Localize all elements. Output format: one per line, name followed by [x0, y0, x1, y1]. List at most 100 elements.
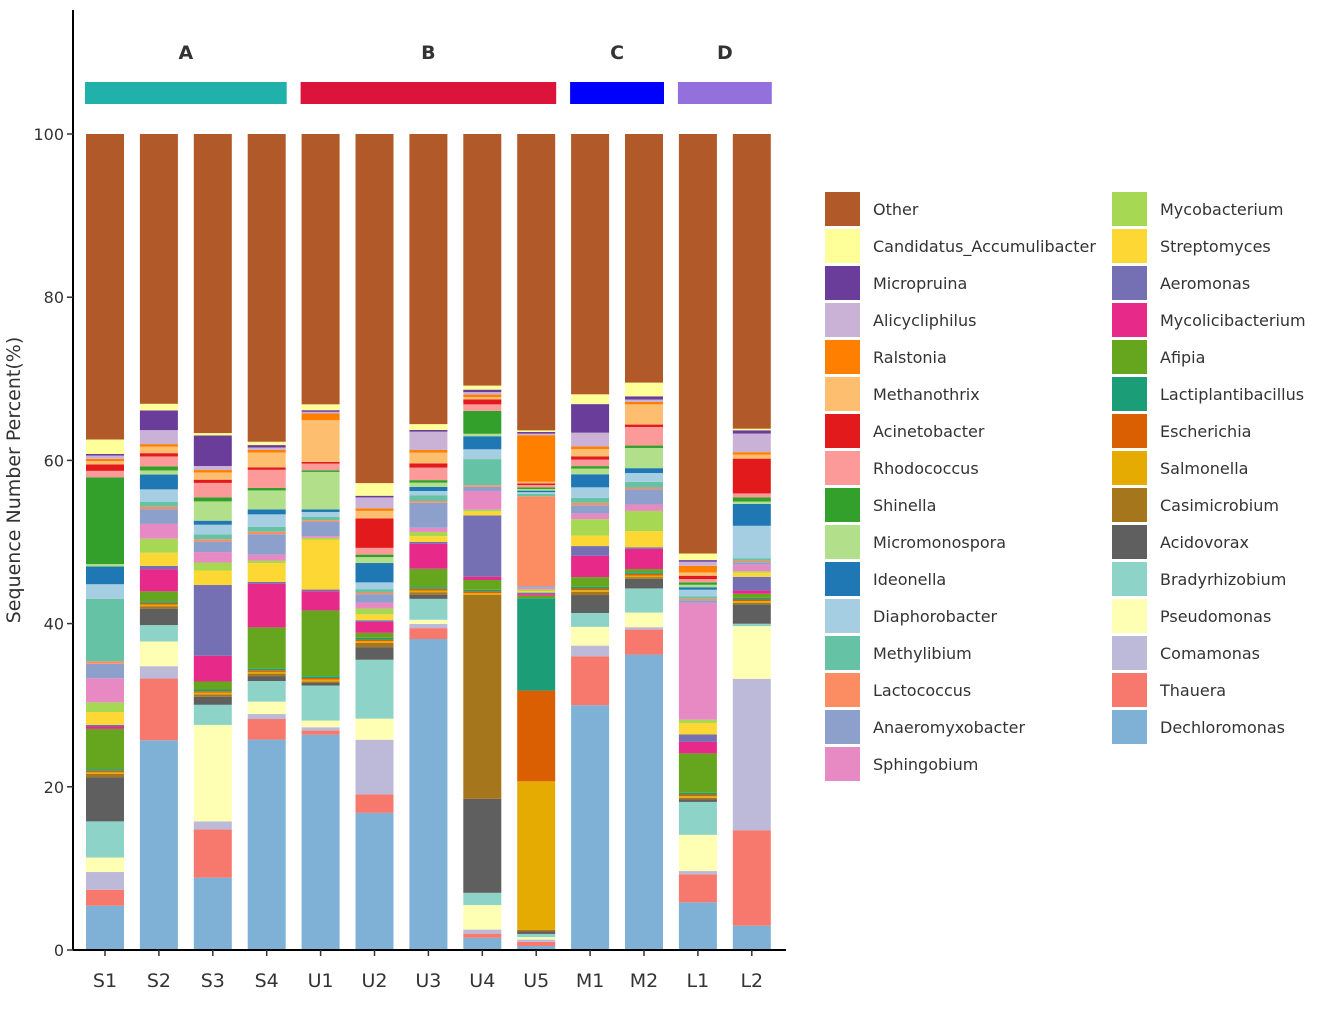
bar-segment-U5-rhodococcus [517, 484, 556, 488]
bar-segment-U3-pseudomonas [409, 619, 448, 624]
bar-segment-S2-afipia [139, 591, 178, 602]
bar-segment-S4-dechloromonas [247, 739, 286, 950]
bar-segment-L1-micromonospora [678, 584, 717, 588]
bar-segment-U4-casimicrobium [463, 594, 502, 799]
x-tick-label-U5: U5 [523, 970, 549, 992]
bar-segment-M1-alicycliphilus [571, 432, 610, 447]
bar-segment-M2-shinella [625, 445, 663, 448]
bar-segment-U3-diaphorobacter [409, 491, 448, 496]
x-tick-label-S1: S1 [93, 970, 117, 992]
bar-segment-U5-thauera [517, 941, 556, 946]
legend-item-alicycliphilus: Alicycliphilus [825, 303, 976, 337]
bar-segment-S4-acinetobacter [247, 467, 286, 470]
bar-segment-L2-anaeromyxobacter [732, 562, 771, 565]
bar-segment-U4-lactiplantibacillus [463, 589, 502, 592]
legend-item-casimicrobium: Casimicrobium [1112, 488, 1279, 522]
bar-segment-U1-salmonella [301, 679, 340, 682]
bar-segment-U3-acidovorax [409, 594, 448, 599]
bar-segment-U3-micromonospora [409, 482, 448, 487]
bar-segment-U4-streptomyces [463, 511, 502, 516]
bar-segment-S1-casimicrobium [86, 773, 124, 778]
bar-segment-M2-other [625, 134, 663, 383]
bar-segment-U4-comamonas [463, 929, 502, 934]
legend-swatch [1112, 599, 1147, 633]
legend-item-micropruina: Micropruina [825, 266, 967, 300]
bar-segment-U4-candidatus-accumulibacter [463, 385, 502, 390]
bar-segment-L1-mycolicibacterium [678, 741, 717, 754]
bar-segment-U4-acidovorax [463, 798, 502, 893]
bar-segment-M1-micromonospora [571, 468, 610, 475]
legend-label: Candidatus_Accumulibacter [873, 237, 1096, 257]
bar-segment-U2-shinella [355, 554, 394, 558]
bar-segment-U1-candidatus-accumulibacter [301, 404, 340, 411]
group-label-D: D [717, 42, 733, 64]
bar-segment-M1-streptomyces [571, 535, 610, 547]
legend-item-afipia: Afipia [1112, 340, 1205, 374]
bar-segment-S1-lactococcus [86, 661, 124, 664]
bar-segment-L1-comamonas [678, 871, 717, 875]
bar-segment-S1-aeromonas [86, 724, 124, 727]
x-tick-label-L1: L1 [687, 970, 710, 992]
bar-segment-U2-aeromonas [355, 620, 394, 622]
bar-stack-U3 [409, 134, 448, 950]
bar-segment-L2-aeromonas [732, 576, 771, 591]
bar-segment-U1-micropruina [301, 410, 340, 412]
bar-segment-U2-acinetobacter [355, 518, 394, 548]
x-tick-label-U3: U3 [415, 970, 441, 992]
bar-segment-S3-micromonospora [193, 501, 232, 521]
bar-segment-M1-mycolicibacterium [571, 555, 610, 578]
bar-segment-S3-methanothrix [193, 472, 232, 480]
bar-segment-U1-ralstonia [301, 413, 340, 421]
bar-segment-M2-diaphorobacter [625, 472, 663, 482]
bar-segment-U2-lactiplantibacillus [355, 637, 394, 640]
bar-segment-S1-salmonella [86, 772, 124, 774]
bar-stack-U2 [355, 134, 394, 950]
bar-segment-U2-sphingobium [355, 602, 394, 609]
bar-segment-S4-streptomyces [247, 563, 286, 583]
bar-segment-L1-afipia [678, 753, 717, 793]
legend-swatch [825, 747, 860, 781]
bar-segment-S1-ralstonia [86, 458, 124, 462]
bar-segment-S2-sphingobium [139, 523, 178, 539]
bar-segment-U4-micromonospora [463, 433, 502, 437]
bar-segment-M2-alicycliphilus [625, 399, 663, 402]
bar-segment-S4-ralstonia [247, 450, 286, 453]
bar-segment-U5-aeromonas [517, 592, 556, 595]
bar-segment-U1-anaeromyxobacter [301, 521, 340, 537]
bar-segment-U5-acinetobacter [517, 483, 556, 485]
group-bar-B [300, 82, 557, 104]
bar-segment-S4-lactiplantibacillus [247, 668, 286, 671]
bar-segment-S4-mycobacterium [247, 560, 286, 564]
legend-label: Diaphorobacter [873, 607, 998, 626]
bar-segment-S3-rhodococcus [193, 482, 232, 498]
bar-segment-M1-casimicrobium [571, 591, 610, 596]
bar-segment-M2-ideonella [625, 468, 663, 473]
bar-segment-S4-pseudomonas [247, 701, 286, 715]
bar-segment-L2-diaphorobacter [732, 525, 771, 559]
bar-segment-L1-casimicrobium [678, 797, 717, 800]
legend-label: Anaeromyxobacter [873, 718, 1025, 737]
legend-label: Micromonospora [873, 533, 1006, 552]
bar-segment-L1-diaphorobacter [678, 589, 717, 597]
bar-segment-U4-dechloromonas [463, 937, 502, 950]
bar-segment-U2-micropruina [355, 495, 394, 498]
bar-segment-S3-casimicrobium [193, 694, 232, 697]
legend-swatch [825, 192, 860, 226]
bar-segment-S3-escherichia [193, 691, 232, 693]
bar-stack-U5 [517, 134, 556, 950]
bar-segment-U1-casimicrobium [301, 681, 340, 684]
bar-segment-S4-sphingobium [247, 554, 286, 561]
bar-segment-L1-dechloromonas [678, 902, 717, 950]
bar-segment-S1-micromonospora [86, 564, 124, 567]
legend-label: Ralstonia [873, 348, 947, 367]
bar-segment-U1-acinetobacter [301, 461, 340, 464]
bar-segment-M1-thauera [571, 656, 610, 706]
legend-label: Mycolicibacterium [1160, 311, 1306, 330]
bar-segment-S3-acidovorax [193, 696, 232, 705]
legend-swatch [825, 303, 860, 337]
bar-segment-U4-salmonella [463, 593, 502, 595]
bar-segment-L1-thauera [678, 874, 717, 903]
group-bar-C [570, 82, 664, 104]
legend-swatch [1112, 266, 1147, 300]
bar-segment-S4-bradyrhizobium [247, 681, 286, 702]
